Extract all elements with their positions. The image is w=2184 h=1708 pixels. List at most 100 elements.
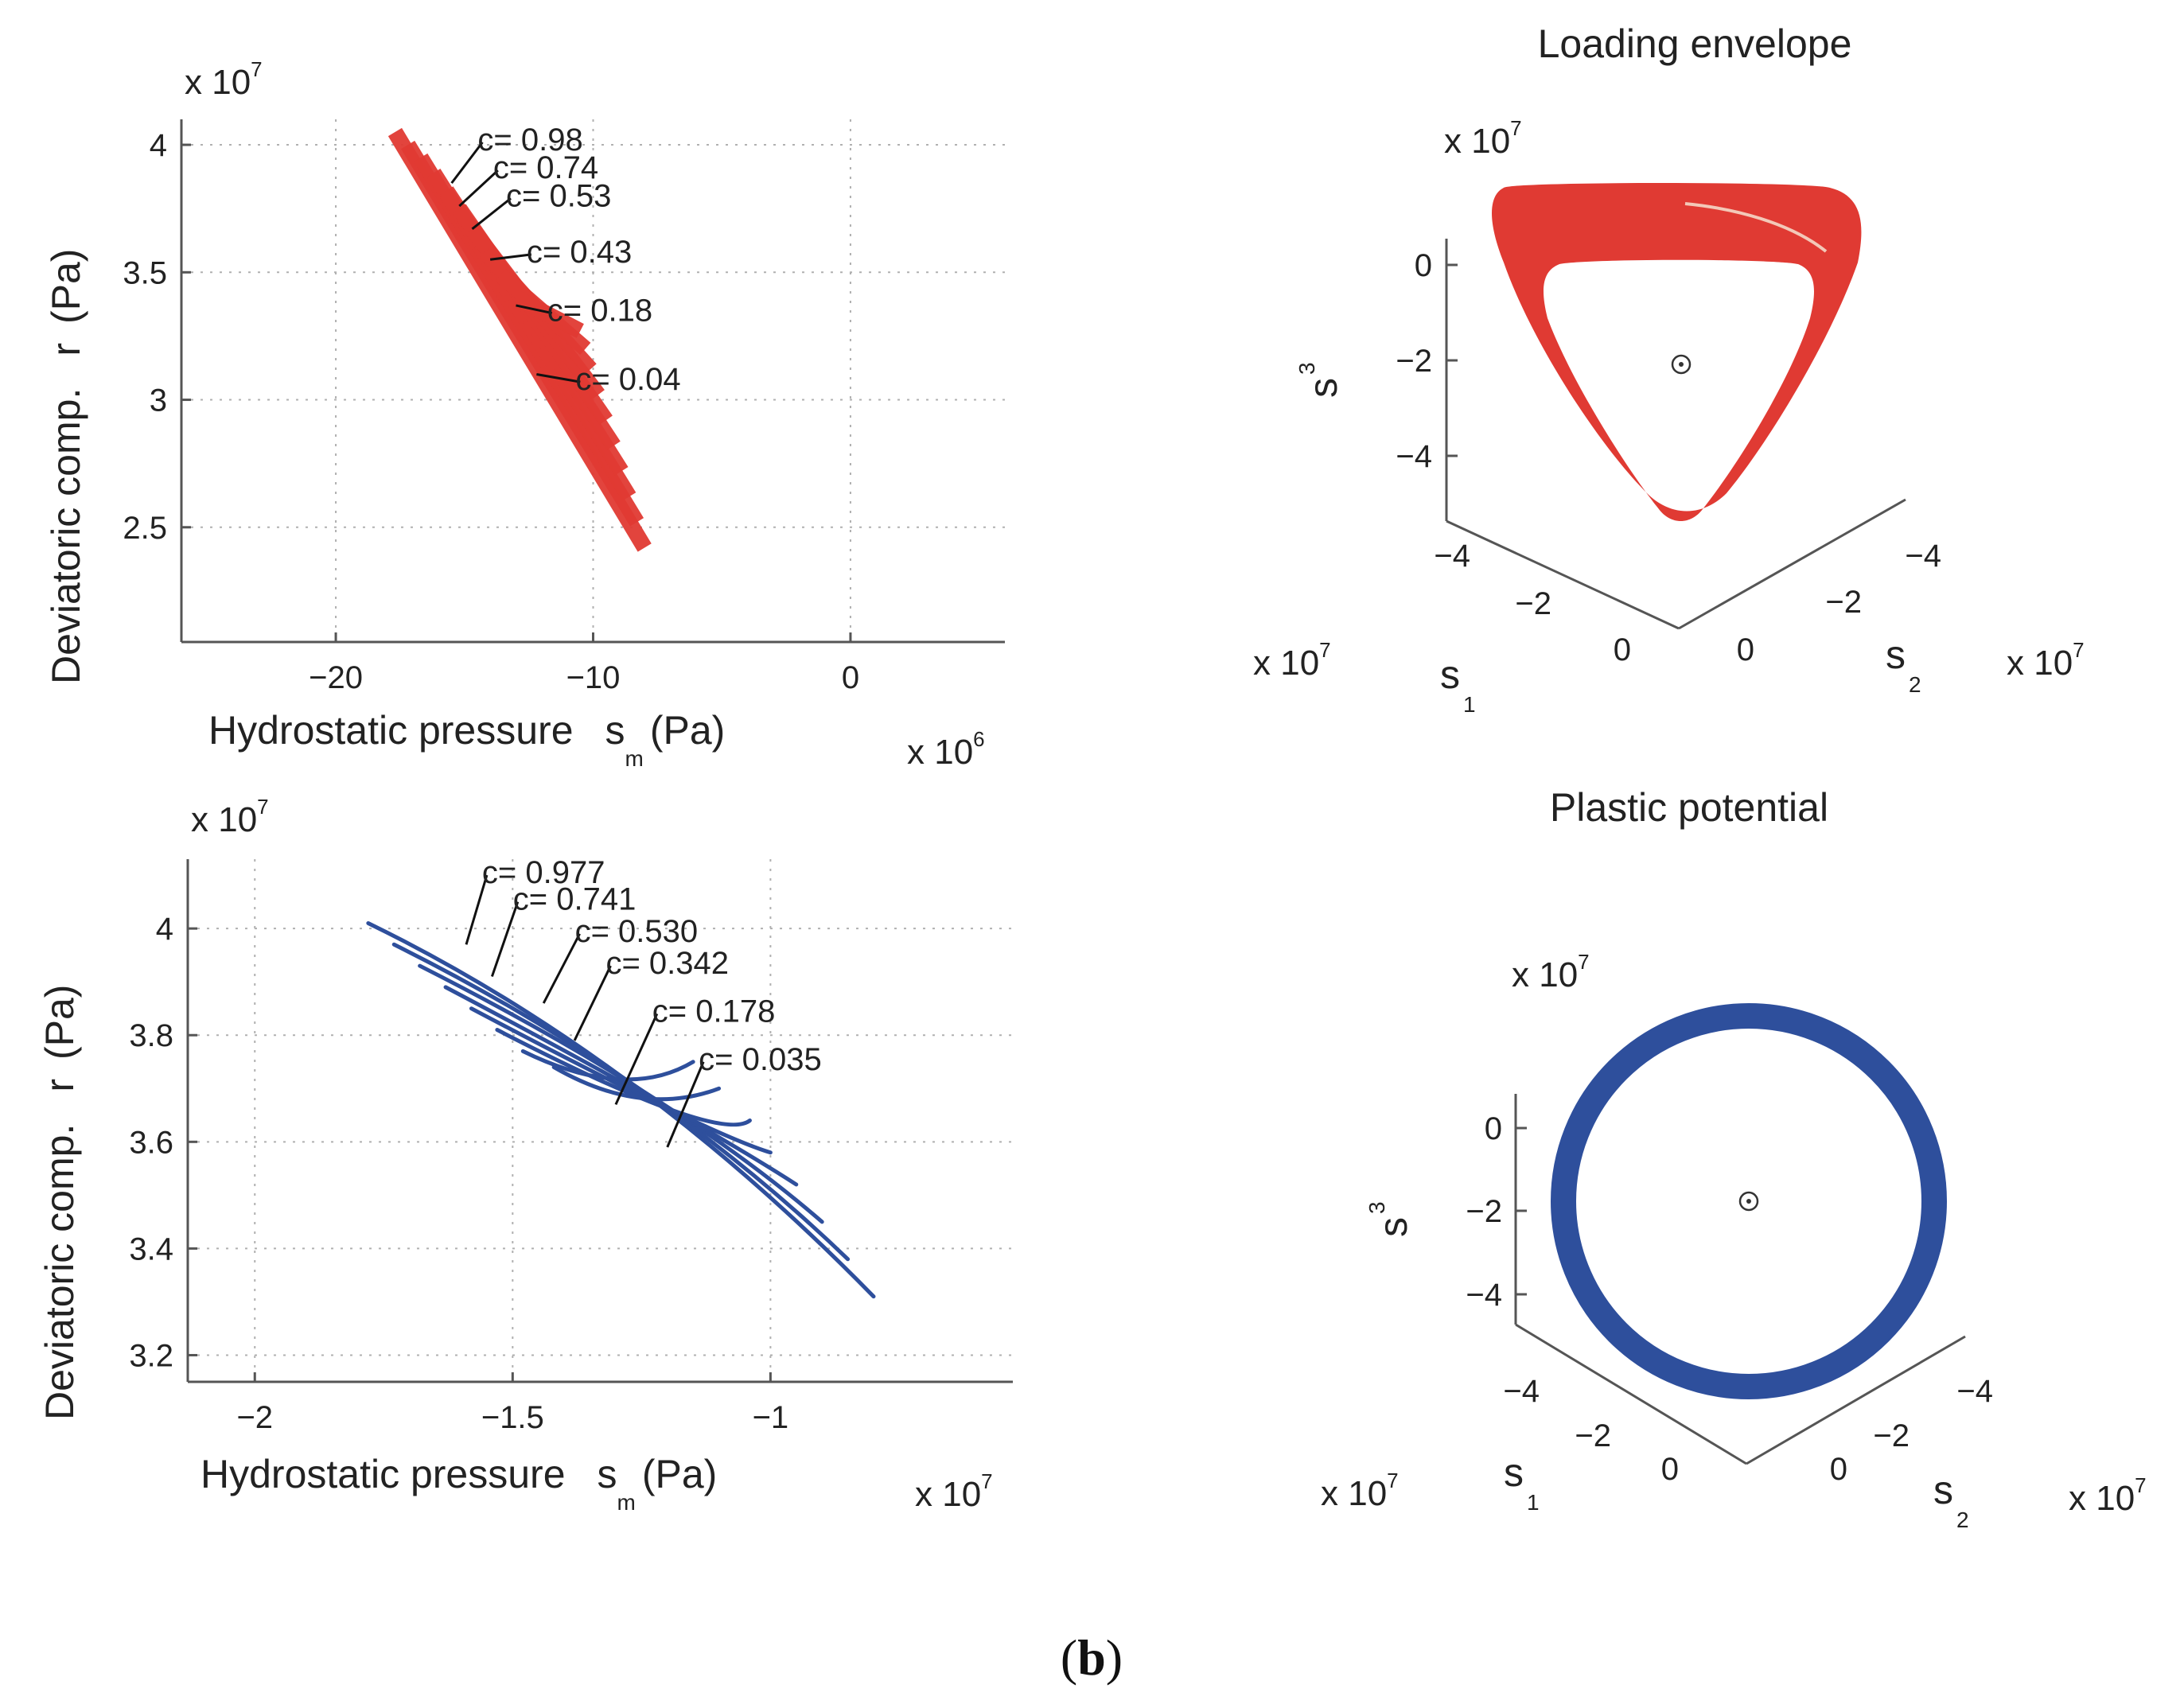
origin-marker: [1671, 354, 1692, 375]
y-tick-label: 2.5: [123, 511, 167, 546]
s1-tick-label: −4: [1434, 539, 1470, 574]
s3-tick-label: 0: [1415, 248, 1432, 283]
s2-tick-label: −4: [1956, 1374, 1993, 1409]
s1-tick-group: −4 −2 0: [1503, 1374, 1679, 1487]
s1-exponent: x 107: [1253, 638, 1331, 683]
annotation-leader: [489, 253, 532, 261]
loading-envelope-band: [1492, 183, 1862, 521]
y-exponent: x 107: [191, 795, 269, 839]
y-tick-label: 3.2: [129, 1338, 173, 1373]
origin-dot: [1746, 1199, 1751, 1204]
s2-axis-line: [1746, 1335, 1966, 1465]
annotation-label: c= 0.342: [605, 946, 729, 981]
s3-exponent: x 107: [1512, 950, 1590, 994]
s1-tick-label: −4: [1503, 1374, 1540, 1409]
annotation-leader: [465, 874, 489, 945]
origin-dot: [1679, 362, 1684, 367]
s2-tick-label: 0: [1830, 1452, 1847, 1487]
annotation-leader: [666, 1061, 705, 1148]
annotation-label: c= 0.178: [652, 994, 776, 1029]
annotation-leader: [490, 901, 520, 977]
y-tick-label: 3.5: [123, 255, 167, 290]
y-tick-label: 3.4: [129, 1231, 173, 1266]
s1-axis-line: [1446, 519, 1680, 630]
series-line-8: [551, 1064, 722, 1102]
annotation-label: c= 0.74: [493, 150, 598, 185]
s2-tick-group: −4 −2 0: [1830, 1374, 1993, 1487]
panel-top-right: Loading envelope x 107 0 −2 −4 −4 −2 0 −…: [1253, 21, 2085, 717]
annotation-label: c= 0.43: [527, 235, 632, 270]
s3-tick-label: −4: [1466, 1278, 1502, 1313]
s1-exponent: x 107: [1321, 1469, 1399, 1513]
s3-tick-label: −2: [1396, 344, 1432, 379]
s1-tick-label: 0: [1614, 632, 1631, 667]
s2-label: s2: [1933, 1468, 1969, 1532]
annotation-label: c= 0.04: [575, 362, 680, 397]
s2-axis-line: [1678, 498, 1906, 630]
s1-tick-label: −2: [1515, 586, 1551, 621]
y-ticks: 3.2 3.4 3.6 3.8 4: [129, 912, 197, 1373]
series-line-6: [495, 1028, 752, 1127]
y-tick-label: 4: [156, 912, 173, 947]
title: Plastic potential: [1550, 785, 1828, 830]
s1-label: s1: [1440, 652, 1476, 717]
title: Loading envelope: [1538, 21, 1852, 66]
x-tick-label: −10: [566, 660, 621, 695]
annotation-leader: [542, 933, 581, 1004]
annotation-label: c= 0.53: [506, 178, 611, 213]
s2-exponent: x 107: [2007, 638, 2085, 683]
figure-caption: (b): [1061, 1629, 1123, 1686]
x-tick-label: 0: [842, 660, 859, 695]
x-tick-label: −1.5: [481, 1400, 544, 1435]
annotation-leader: [458, 169, 499, 208]
s2-exponent: x 107: [2069, 1473, 2147, 1518]
y-tick-label: 4: [150, 128, 167, 163]
s3-label: s3: [1365, 1201, 1415, 1237]
series-group: [366, 920, 876, 1299]
s2-tick-label: 0: [1737, 632, 1754, 667]
y-ticks: 2.5 3 3.5 4: [123, 128, 191, 546]
s3-tick-group: 0 −2 −4: [1396, 248, 1458, 474]
s2-label: s2: [1886, 632, 1921, 697]
s1-axis-line: [1515, 1323, 1747, 1465]
series-group: [387, 127, 652, 552]
y-axis-label: Deviatoric comp.r(Pa): [37, 985, 82, 1420]
origin-marker: [1738, 1191, 1759, 1212]
panel-bottom-right: Plastic potential x 107 0 −2 −4 −4 −2 0 …: [1321, 785, 2147, 1532]
s1-label: s1: [1504, 1450, 1540, 1515]
annotation-label: c= 0.741: [513, 882, 637, 917]
x-tick-label: −2: [236, 1400, 273, 1435]
s3-tick-label: 0: [1485, 1111, 1502, 1146]
annotation-group: c= 0.98c= 0.74c= 0.53 c= 0.43 c= 0.18 c= 0.…: [450, 123, 681, 397]
x-ticks: −20 −10 0: [309, 632, 859, 695]
y-tick-label: 3.8: [129, 1018, 173, 1053]
highlight-arc: [1684, 202, 1828, 253]
s3-label: s3: [1294, 362, 1345, 398]
y-tick-label: 3: [150, 383, 167, 418]
x-exponent: x 107: [915, 1469, 993, 1514]
series-line-3: [418, 963, 824, 1224]
annotation-leader: [471, 197, 512, 230]
plastic-potential-ring: [1551, 1003, 1947, 1399]
grid: [188, 859, 1013, 1382]
annotation-label: c= 0.530: [575, 914, 699, 949]
s2-tick-label: −4: [1905, 539, 1941, 574]
x-axis-label: Hydrostatic pressure sm(Pa): [200, 1452, 717, 1515]
annotation-leader: [450, 141, 484, 185]
x-axis-label: Hydrostatic pressure sm(Pa): [208, 708, 725, 771]
x-ticks: −2 −1.5 −1: [236, 1372, 788, 1435]
s3-tick-label: −2: [1466, 1194, 1502, 1229]
s3-exponent: x 107: [1444, 116, 1522, 161]
s3-tick-group: 0 −2 −4: [1466, 1111, 1527, 1313]
series-line-10: [512, 290, 584, 338]
s3-tick-label: −4: [1396, 439, 1432, 474]
s2-tick-label: −2: [1825, 585, 1862, 620]
annotation-label: c= 0.035: [699, 1042, 822, 1077]
annotation-label: c= 0.98: [477, 123, 582, 158]
annotation-label: c= 0.977: [482, 855, 605, 890]
series-line-2: [391, 942, 851, 1262]
s1-tick-label: −2: [1575, 1418, 1611, 1453]
